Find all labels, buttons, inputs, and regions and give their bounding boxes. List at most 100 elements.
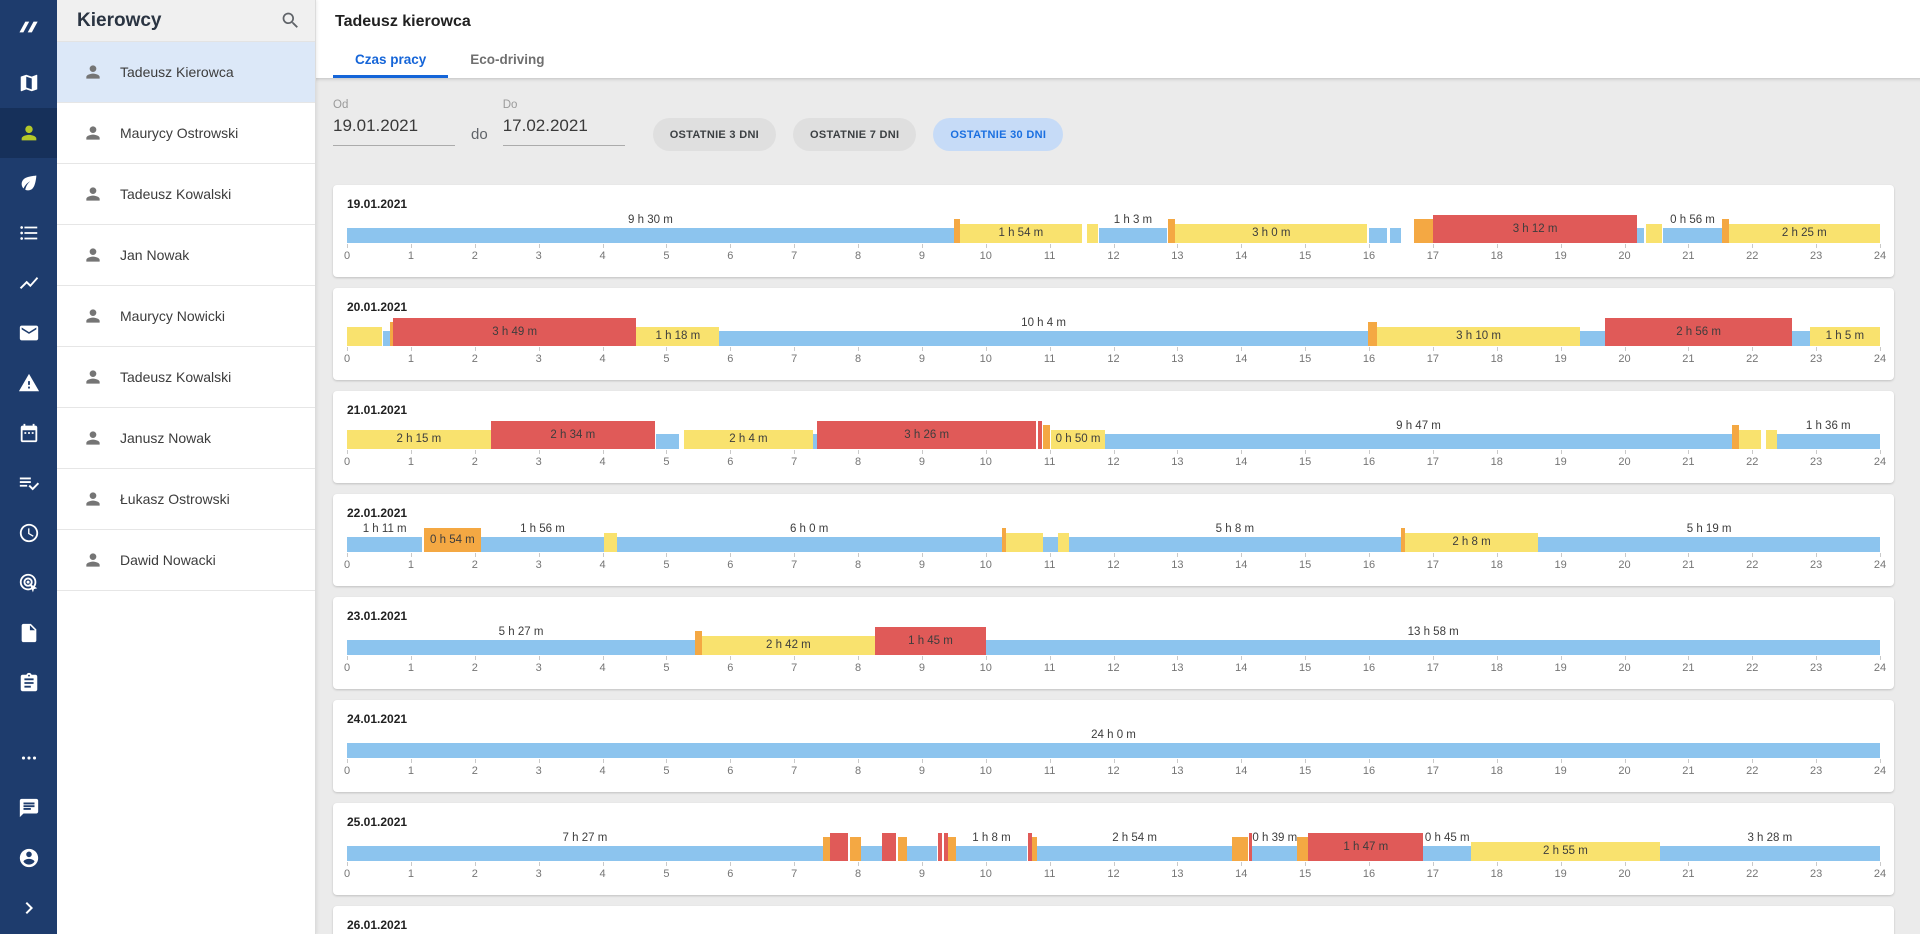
- segment-duration-label: 1 h 54 m: [998, 227, 1044, 239]
- axis-tick-mark: [1049, 347, 1051, 351]
- chip-last-7-days[interactable]: OSTATNIE 7 DNI: [793, 118, 917, 151]
- nav-eco-leaf[interactable]: [0, 158, 57, 208]
- axis-tick-label: 7: [791, 559, 798, 571]
- axis-tick-label: 15: [1299, 559, 1312, 571]
- document-icon: [21, 623, 36, 643]
- axis-tick-mark: [1241, 347, 1243, 351]
- nav-calendar[interactable]: [0, 408, 57, 458]
- driver-list-item[interactable]: Tadeusz Kowalski: [57, 164, 315, 225]
- chip-last-3-days[interactable]: OSTATNIE 3 DNI: [652, 118, 777, 151]
- axis-tick-label: 2: [471, 662, 478, 674]
- axis-tick-label: 2: [471, 559, 478, 571]
- axis-tick-mark: [602, 450, 604, 454]
- axis-tick-label: 10: [979, 250, 992, 262]
- timeline-segment-red: [392, 318, 637, 346]
- axis-tick-label: 17: [1426, 250, 1439, 262]
- driver-list-item[interactable]: Maurycy Nowicki: [57, 286, 315, 347]
- axis-tick-label: 16: [1362, 662, 1376, 674]
- axis-tick-label: 5: [663, 662, 670, 674]
- driver-list-item[interactable]: Łukasz Ostrowski: [57, 469, 315, 530]
- axis-tick-label: 17: [1426, 353, 1439, 365]
- timeline-segment-blue: [1369, 228, 1387, 243]
- nav-more-dots[interactable]: [0, 733, 57, 783]
- axis-tick-mark: [1688, 656, 1690, 660]
- timeline-segment-blue: [1068, 537, 1401, 552]
- axis-tick-label: 12: [1107, 353, 1120, 365]
- timeline-segment-yellow: [702, 636, 875, 655]
- axis-tick-mark: [730, 450, 732, 454]
- nav-document[interactable]: [0, 608, 57, 658]
- axis-tick-label: 16: [1362, 765, 1376, 777]
- axis-tick-label: 11: [1043, 765, 1056, 777]
- axis-tick-mark: [1177, 759, 1179, 763]
- search-icon[interactable]: [280, 10, 301, 31]
- axis-tick-mark: [347, 553, 348, 557]
- driver-list-item[interactable]: Tadeusz Kierowca: [57, 42, 315, 103]
- axis-tick-label: 23: [1810, 868, 1823, 880]
- timeline-segment-blue: [1423, 846, 1472, 861]
- nav-map[interactable]: [0, 58, 57, 108]
- axis-tick-mark: [538, 450, 540, 454]
- date-from-value[interactable]: 19.01.2021: [333, 111, 455, 146]
- chip-last-30-days[interactable]: OSTATNIE 30 DNI: [933, 118, 1064, 151]
- axis-tick-mark: [1880, 244, 1881, 248]
- main-panel: Tadeusz kierowca Czas pracy Eco-driving …: [315, 0, 1920, 934]
- driver-list-item[interactable]: Jan Nowak: [57, 225, 315, 286]
- person-icon: [83, 62, 103, 82]
- nav-account[interactable]: [0, 833, 57, 883]
- date-filter-row: Od 19.01.2021 do Do 17.02.2021 OSTATNIE …: [333, 78, 1894, 185]
- nav-chat[interactable]: [0, 783, 57, 833]
- nav-warning[interactable]: [0, 358, 57, 408]
- nav-list[interactable]: [0, 208, 57, 258]
- axis-tick-mark: [1624, 450, 1626, 454]
- timeline-segment-orange: [1032, 837, 1038, 861]
- timeline-segment-blue: [616, 537, 1002, 552]
- driver-list-item[interactable]: Maurycy Ostrowski: [57, 103, 315, 164]
- axis-tick-mark: [1816, 347, 1818, 351]
- timeline-segment-blue: [1538, 537, 1880, 552]
- axis-tick-mark: [730, 244, 732, 248]
- timeline-segment-orange: [695, 631, 703, 655]
- timeline-segment-yellow: [1766, 430, 1777, 449]
- date-to-field[interactable]: Do 17.02.2021: [502, 99, 625, 146]
- day-date: 24.01.2021: [347, 712, 408, 726]
- nav-target-click[interactable]: [0, 558, 57, 608]
- date-to-value[interactable]: 17.02.2021: [502, 111, 625, 146]
- nav-clock[interactable]: [0, 508, 57, 558]
- driver-list-item[interactable]: Janusz Nowak: [57, 408, 315, 469]
- axis-tick-mark: [666, 244, 668, 248]
- nav-drivers[interactable]: [0, 108, 57, 158]
- timeline-segment-yellow: [1739, 430, 1761, 449]
- person-icon: [83, 428, 103, 448]
- date-from-field[interactable]: Od 19.01.2021: [333, 99, 455, 146]
- map-icon: [20, 74, 37, 92]
- axis-tick-mark: [1880, 450, 1881, 454]
- driver-list-item[interactable]: Tadeusz Kowalski: [57, 347, 315, 408]
- axis-tick-label: 14: [1235, 868, 1248, 880]
- axis-tick-label: 6: [727, 868, 734, 880]
- nav-expand-chevron[interactable]: [0, 883, 57, 933]
- timeline-segment-red: [490, 421, 655, 449]
- nav-mail[interactable]: [0, 308, 57, 358]
- timeline-axis: 0 1 2 3 4 5 6 7 8 9 10 11 12 13 14 15 16 17 18 19 20 21 22 23 24: [344, 759, 1886, 781]
- timeline-segment-blue: [956, 846, 1027, 861]
- axis-tick-mark: [1369, 862, 1370, 866]
- driver-list-item[interactable]: Dawid Nowacki: [57, 530, 315, 591]
- segment-duration-label: 0 h 54 m: [430, 534, 475, 546]
- nav-clipboard[interactable]: [0, 658, 57, 708]
- axis-tick-mark: [474, 450, 476, 454]
- axis-tick-label: 5: [663, 456, 670, 468]
- person-icon: [86, 309, 100, 323]
- axis-tick-label: 19: [1554, 765, 1567, 777]
- segment-duration-label: 1 h 5 m: [1825, 330, 1865, 342]
- tab-eco-driving[interactable]: Eco-driving: [470, 52, 545, 67]
- timeline-segment-blue: [719, 331, 1368, 346]
- axis-tick-label: 5: [663, 353, 670, 365]
- tab-czas-pracy[interactable]: Czas pracy: [333, 41, 449, 78]
- driver-name: Jan Nowak: [120, 247, 190, 263]
- segment-duration-label: 1 h 45 m: [908, 635, 953, 647]
- axis-tick-label: 14: [1235, 353, 1248, 365]
- nav-chart[interactable]: [0, 258, 57, 308]
- axis-tick-label: 11: [1043, 353, 1056, 365]
- nav-tasks-check[interactable]: [0, 458, 57, 508]
